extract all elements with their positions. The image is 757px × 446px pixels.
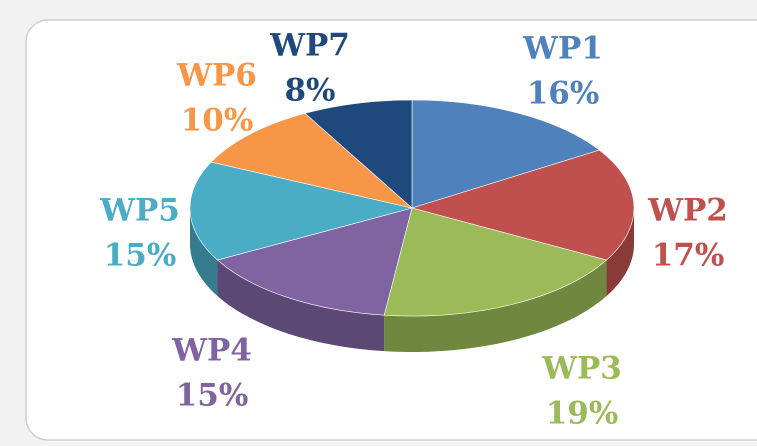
slice-label-name: WP5	[99, 193, 180, 229]
slice	[383, 207, 608, 317]
slice	[210, 113, 413, 209]
slice	[189, 161, 413, 261]
slice-label-value: 17%	[652, 238, 725, 274]
slice-label-value: 19%	[546, 396, 619, 432]
slice-label-name: WP3	[541, 351, 622, 387]
slice-label-value: 8%	[284, 73, 335, 109]
slice-side	[606, 208, 634, 297]
slice	[411, 99, 601, 209]
slice	[410, 149, 635, 261]
slice-label-value: 15%	[104, 238, 177, 274]
slice-label-name: WP6	[176, 58, 257, 94]
slice-side	[217, 260, 385, 352]
slice-label-value: 16%	[527, 76, 600, 112]
slice-label-name: WP4	[171, 333, 252, 369]
slice	[216, 207, 413, 316]
slice-side	[190, 208, 218, 297]
slice-label-name: WP1	[522, 31, 603, 67]
slice	[304, 99, 413, 209]
slice-label-value: 15%	[176, 378, 249, 414]
slice-label-value: 10%	[181, 103, 254, 139]
slice-side	[384, 260, 607, 352]
slice-label-name: WP2	[647, 193, 728, 229]
slice-label-name: WP7	[269, 28, 350, 64]
